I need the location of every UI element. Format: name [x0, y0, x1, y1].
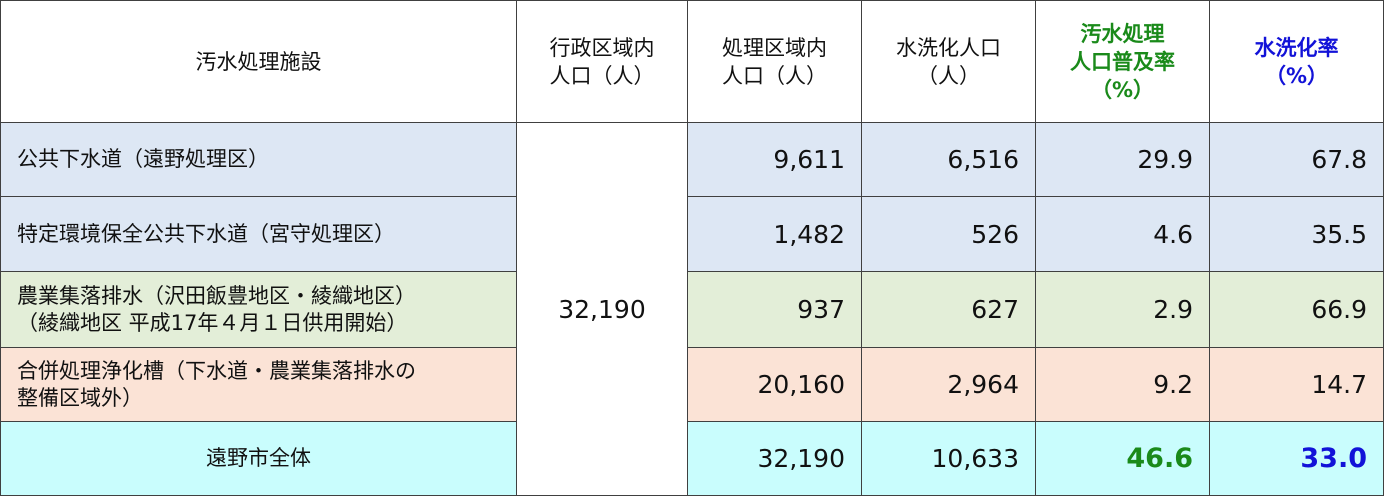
total-flush-pop-cell: 10,633: [861, 421, 1036, 496]
header-flush-pop-line2: （人）: [917, 63, 980, 88]
row-name-text: 公共下水道（遠野処理区）: [17, 147, 269, 171]
header-treat-pop-line2: 人口（人）: [722, 63, 827, 88]
admin-population-value: 32,190: [558, 294, 646, 324]
flush-pop-cell: 6,516: [861, 122, 1036, 197]
flush-pop-cell: 2,964: [861, 347, 1036, 422]
header-facility: 汚水処理施設: [0, 0, 517, 123]
row-name-line1: 合併処理浄化槽（下水道・農業集落排水の: [17, 358, 416, 383]
header-coverage-line2: 人口普及率: [1070, 49, 1175, 74]
treat-pop-cell: 1,482: [687, 196, 862, 272]
table-row: 合併処理浄化槽（下水道・農業集落排水の 整備区域外） 20,160 2,964 …: [0, 347, 1384, 422]
row-name-line2: 整備区域外）: [17, 385, 143, 410]
table-row: 特定環境保全公共下水道（宮守処理区） 1,482 526 4.6 35.5: [0, 196, 1384, 272]
treat-pop-cell: 9,611: [687, 122, 862, 197]
header-flush-pop-line1: 水洗化人口: [896, 35, 1001, 60]
row-name-special-sewer: 特定環境保全公共下水道（宮守処理区）: [0, 196, 517, 272]
row-name-public-sewer: 公共下水道（遠野処理区）: [0, 122, 517, 197]
coverage-cell: 4.6: [1035, 196, 1210, 272]
flush-rate-cell: 66.9: [1209, 271, 1384, 348]
flush-rate-cell: 14.7: [1209, 347, 1384, 422]
header-admin-pop-line1: 行政区域内: [549, 35, 655, 60]
coverage-cell: 2.9: [1035, 271, 1210, 348]
flush-rate-cell: 67.8: [1209, 122, 1384, 197]
flush-pop-cell: 627: [861, 271, 1036, 348]
table-row: 農業集落排水（沢田飯豊地区・綾織地区） （綾織地区 平成17年４月１日供用開始）…: [0, 271, 1384, 348]
header-treat-pop: 処理区域内 人口（人）: [687, 0, 862, 123]
row-name-line2: （綾織地区 平成17年４月１日供用開始）: [17, 310, 408, 335]
flush-rate-cell: 35.5: [1209, 196, 1384, 272]
admin-population-cell: 32,190: [516, 122, 688, 496]
header-coverage: 汚水処理 人口普及率 （%）: [1035, 0, 1210, 123]
header-facility-text: 汚水処理施設: [195, 49, 322, 74]
coverage-cell: 9.2: [1035, 347, 1210, 422]
total-flush-rate-value: 33.0: [1300, 443, 1367, 474]
total-row: 遠野市全体 32,190 10,633 46.6 33.0: [0, 421, 1384, 496]
header-coverage-line3: （%）: [1090, 77, 1155, 102]
flush-pop-cell: 526: [861, 196, 1036, 272]
total-flush-rate-cell: 33.0: [1209, 421, 1384, 496]
total-coverage-cell: 46.6: [1035, 421, 1210, 496]
row-name-agri-drainage: 農業集落排水（沢田飯豊地区・綾織地区） （綾織地区 平成17年４月１日供用開始）: [0, 271, 517, 348]
table-row: 公共下水道（遠野処理区） 32,190 9,611 6,516 29.9 67.…: [0, 122, 1384, 496]
total-name-cell: 遠野市全体: [0, 421, 517, 496]
header-flush-rate: 水洗化率 （%）: [1209, 0, 1384, 123]
header-flush-pop: 水洗化人口 （人）: [861, 0, 1036, 123]
header-flush-rate-line2: （%）: [1264, 63, 1329, 88]
treat-pop-cell: 937: [687, 271, 862, 348]
coverage-cell: 29.9: [1035, 122, 1210, 197]
header-treat-pop-line1: 処理区域内: [722, 35, 827, 60]
header-coverage-line1: 汚水処理: [1080, 21, 1165, 46]
header-admin-pop: 行政区域内 人口（人）: [516, 0, 688, 123]
total-coverage-value: 46.6: [1126, 443, 1193, 474]
total-treat-pop-cell: 32,190: [687, 421, 862, 496]
row-name-septic-tank: 合併処理浄化槽（下水道・農業集落排水の 整備区域外）: [0, 347, 517, 422]
row-name-line1: 農業集落排水（沢田飯豊地区・綾織地区）: [17, 283, 416, 308]
row-name-text: 特定環境保全公共下水道（宮守処理区）: [17, 221, 395, 246]
header-row: 汚水処理施設 行政区域内 人口（人） 処理区域内 人口（人） 水洗化人口 （人）…: [0, 0, 1384, 123]
header-admin-pop-line2: 人口（人）: [549, 63, 655, 88]
treat-pop-cell: 20,160: [687, 347, 862, 422]
header-flush-rate-line1: 水洗化率: [1254, 35, 1339, 60]
total-name-text: 遠野市全体: [206, 446, 311, 470]
